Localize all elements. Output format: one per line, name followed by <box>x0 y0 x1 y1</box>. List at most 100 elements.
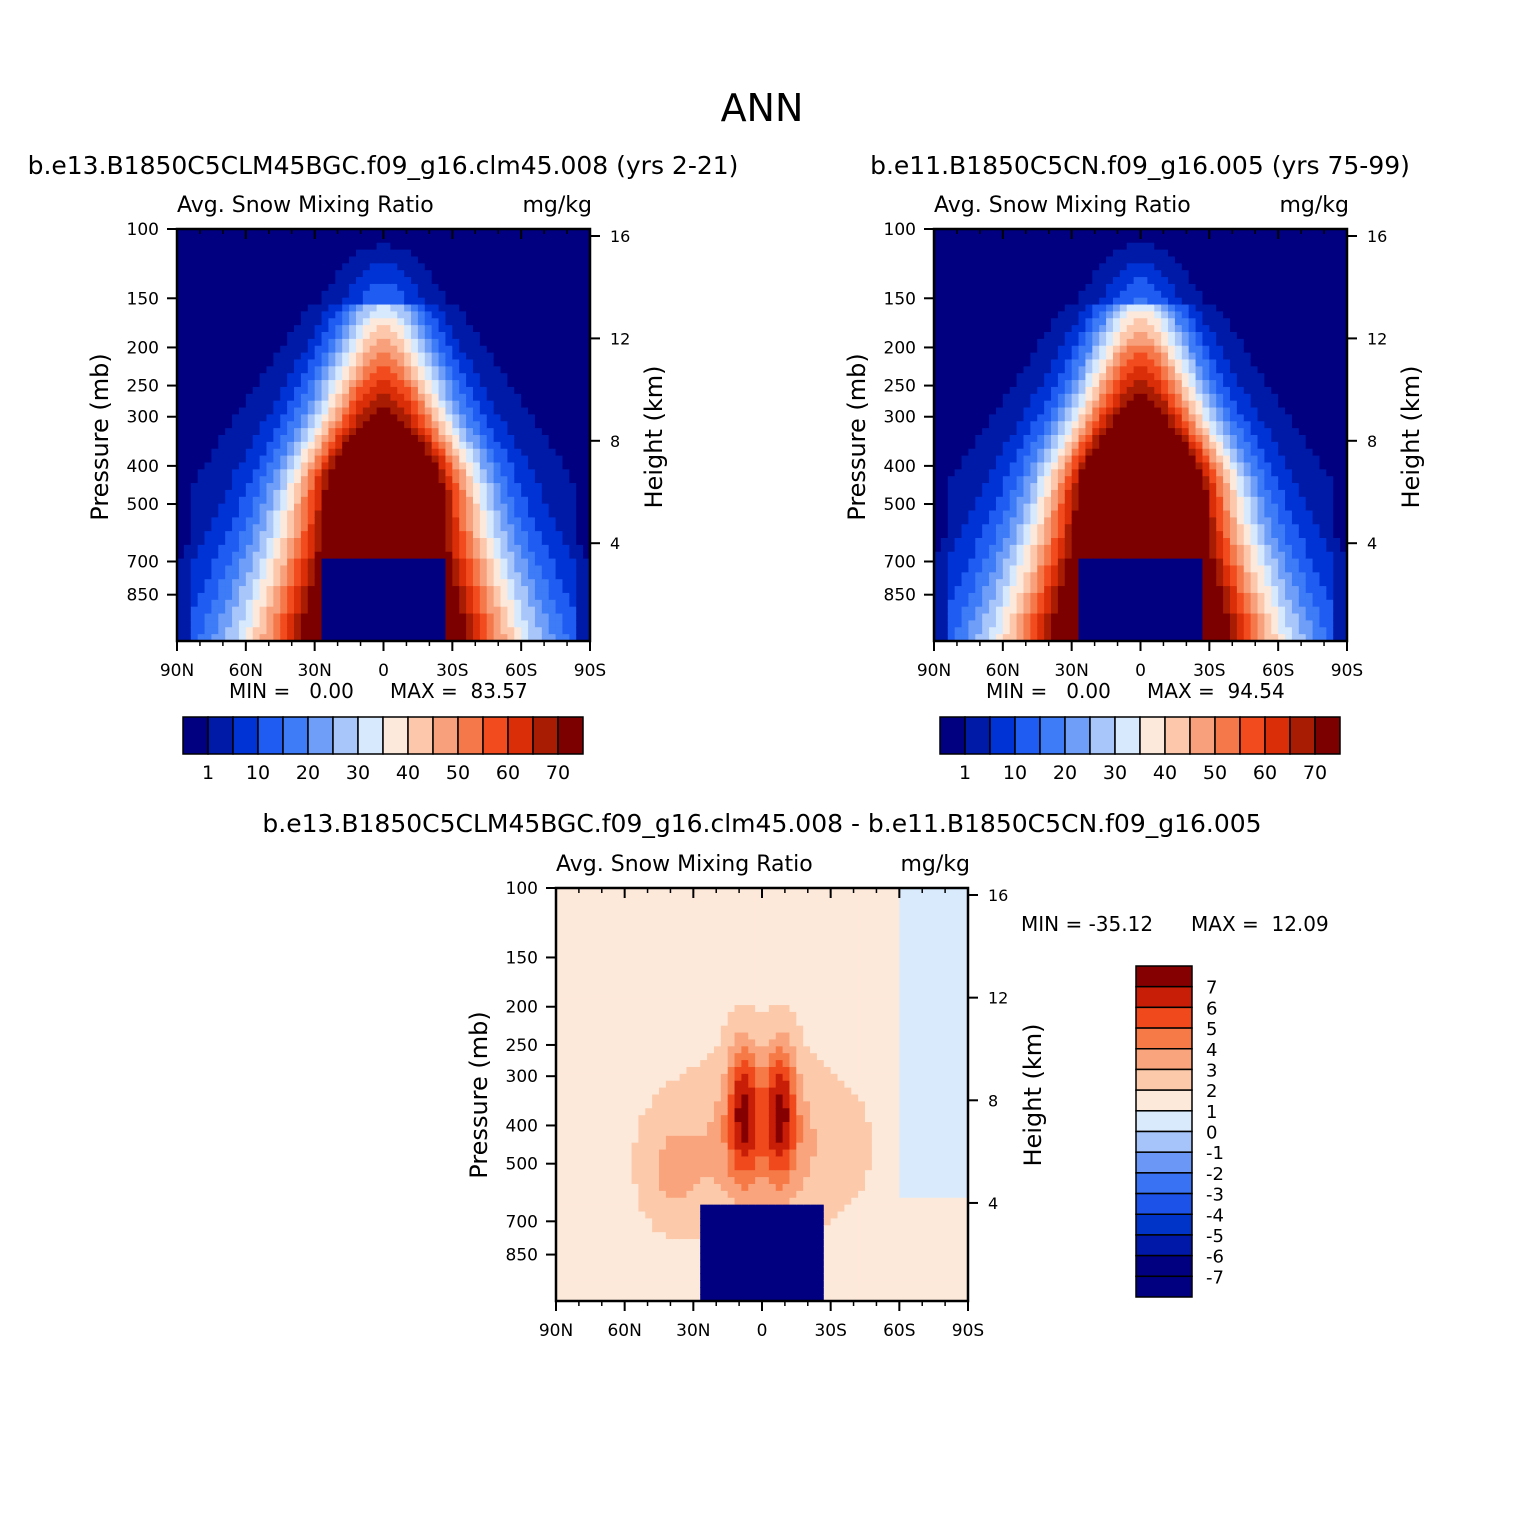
contour-cell <box>1016 311 1025 319</box>
contour-cell <box>245 599 254 608</box>
contour-cell <box>1023 489 1031 498</box>
contour-cell <box>404 270 412 278</box>
contour-cell <box>989 606 997 615</box>
contour-cell <box>521 242 529 251</box>
contour-cell <box>431 544 440 553</box>
contour-cell <box>232 407 240 415</box>
contour-cell <box>500 455 508 464</box>
contour-cell <box>349 277 357 285</box>
contour-cell <box>245 441 254 450</box>
contour-cell <box>417 531 426 539</box>
contour-cell <box>1016 421 1025 429</box>
contour-cell <box>307 448 316 457</box>
contour-cell <box>1064 572 1073 580</box>
contour-cell <box>438 489 447 498</box>
contour-cell <box>438 483 447 491</box>
contour-cell <box>548 338 557 347</box>
contour-cell <box>183 441 192 450</box>
contour-cell <box>1057 304 1066 312</box>
contour-cell <box>211 311 219 319</box>
contour-cell <box>197 496 206 505</box>
contour-cell <box>954 476 963 484</box>
contour-cell <box>211 325 219 333</box>
contour-cell <box>1037 414 1045 422</box>
contour-cell <box>1009 277 1018 285</box>
contour-cell <box>397 483 405 491</box>
contour-cell <box>342 407 350 415</box>
contour-cell <box>514 489 522 498</box>
contour-cell <box>583 297 590 306</box>
contour-cell <box>307 249 316 258</box>
contour-cell <box>232 503 240 512</box>
contour-cell <box>1016 592 1025 601</box>
contour-cell <box>252 551 261 560</box>
contour-cell <box>947 448 956 457</box>
contour-cell <box>280 483 288 491</box>
contour-cell <box>218 489 226 498</box>
contour-cell <box>225 496 233 505</box>
contour-cell <box>197 235 206 244</box>
contour-cell <box>989 599 997 608</box>
contour-cell <box>259 544 268 553</box>
contour-cell <box>452 235 460 244</box>
contour-cell <box>534 455 543 464</box>
contour-cell <box>548 256 557 264</box>
contour-cell <box>245 249 254 258</box>
contour-cell <box>975 249 983 258</box>
contour-cell <box>1023 544 1031 553</box>
contour-cell <box>1044 531 1052 539</box>
contour-cell <box>383 565 391 573</box>
contour-cell <box>321 606 330 615</box>
contour-cell <box>1016 263 1025 271</box>
contour-cell <box>452 311 460 319</box>
contour-cell <box>934 325 942 333</box>
contour-cell <box>417 366 426 374</box>
contour-cell <box>245 304 254 312</box>
contour-cell <box>472 510 481 518</box>
contour-cell <box>954 386 963 395</box>
contour-cell <box>982 229 990 237</box>
contour-cell <box>183 476 192 484</box>
contour-cell <box>307 428 316 436</box>
contour-cell <box>1057 606 1066 615</box>
contour-cell <box>562 256 570 264</box>
contour-cell <box>438 476 447 484</box>
contour-cell <box>1044 414 1052 422</box>
contour-cell <box>266 544 274 553</box>
contour-cell <box>349 572 357 580</box>
contour-cell <box>177 428 185 436</box>
contour-cell <box>452 345 460 354</box>
contour-cell <box>349 448 357 457</box>
contour-cell <box>355 441 364 450</box>
contour-cell <box>1002 510 1011 518</box>
contour-cell <box>534 400 543 409</box>
contour-cell <box>1016 551 1025 560</box>
contour-cell <box>954 531 963 539</box>
colorbar-swatch <box>532 716 559 755</box>
contour-cell <box>197 332 206 340</box>
contour-cell <box>995 380 1004 388</box>
contour-cell <box>1002 469 1011 477</box>
contour-cell <box>940 400 949 409</box>
contour-cell <box>507 400 515 409</box>
contour-cell <box>534 620 543 628</box>
contour-cell <box>452 538 460 546</box>
contour-cell <box>252 263 261 271</box>
contour-cell <box>307 579 316 587</box>
contour-cell <box>197 393 206 402</box>
contour-cell <box>294 579 302 587</box>
contour-cell <box>968 345 976 354</box>
contour-cell <box>177 551 185 560</box>
contour-cell <box>514 483 522 491</box>
contour-cell <box>259 510 268 518</box>
contour-cell <box>479 242 488 251</box>
contour-cell <box>342 332 350 340</box>
contour-cell <box>190 366 199 374</box>
contour-cell <box>995 407 1004 415</box>
contour-cell <box>431 448 440 457</box>
contour-cell <box>314 435 323 443</box>
contour-cell <box>314 544 323 553</box>
contour-cell <box>1051 428 1059 436</box>
contour-cell <box>383 441 391 450</box>
contour-cell <box>211 613 219 621</box>
